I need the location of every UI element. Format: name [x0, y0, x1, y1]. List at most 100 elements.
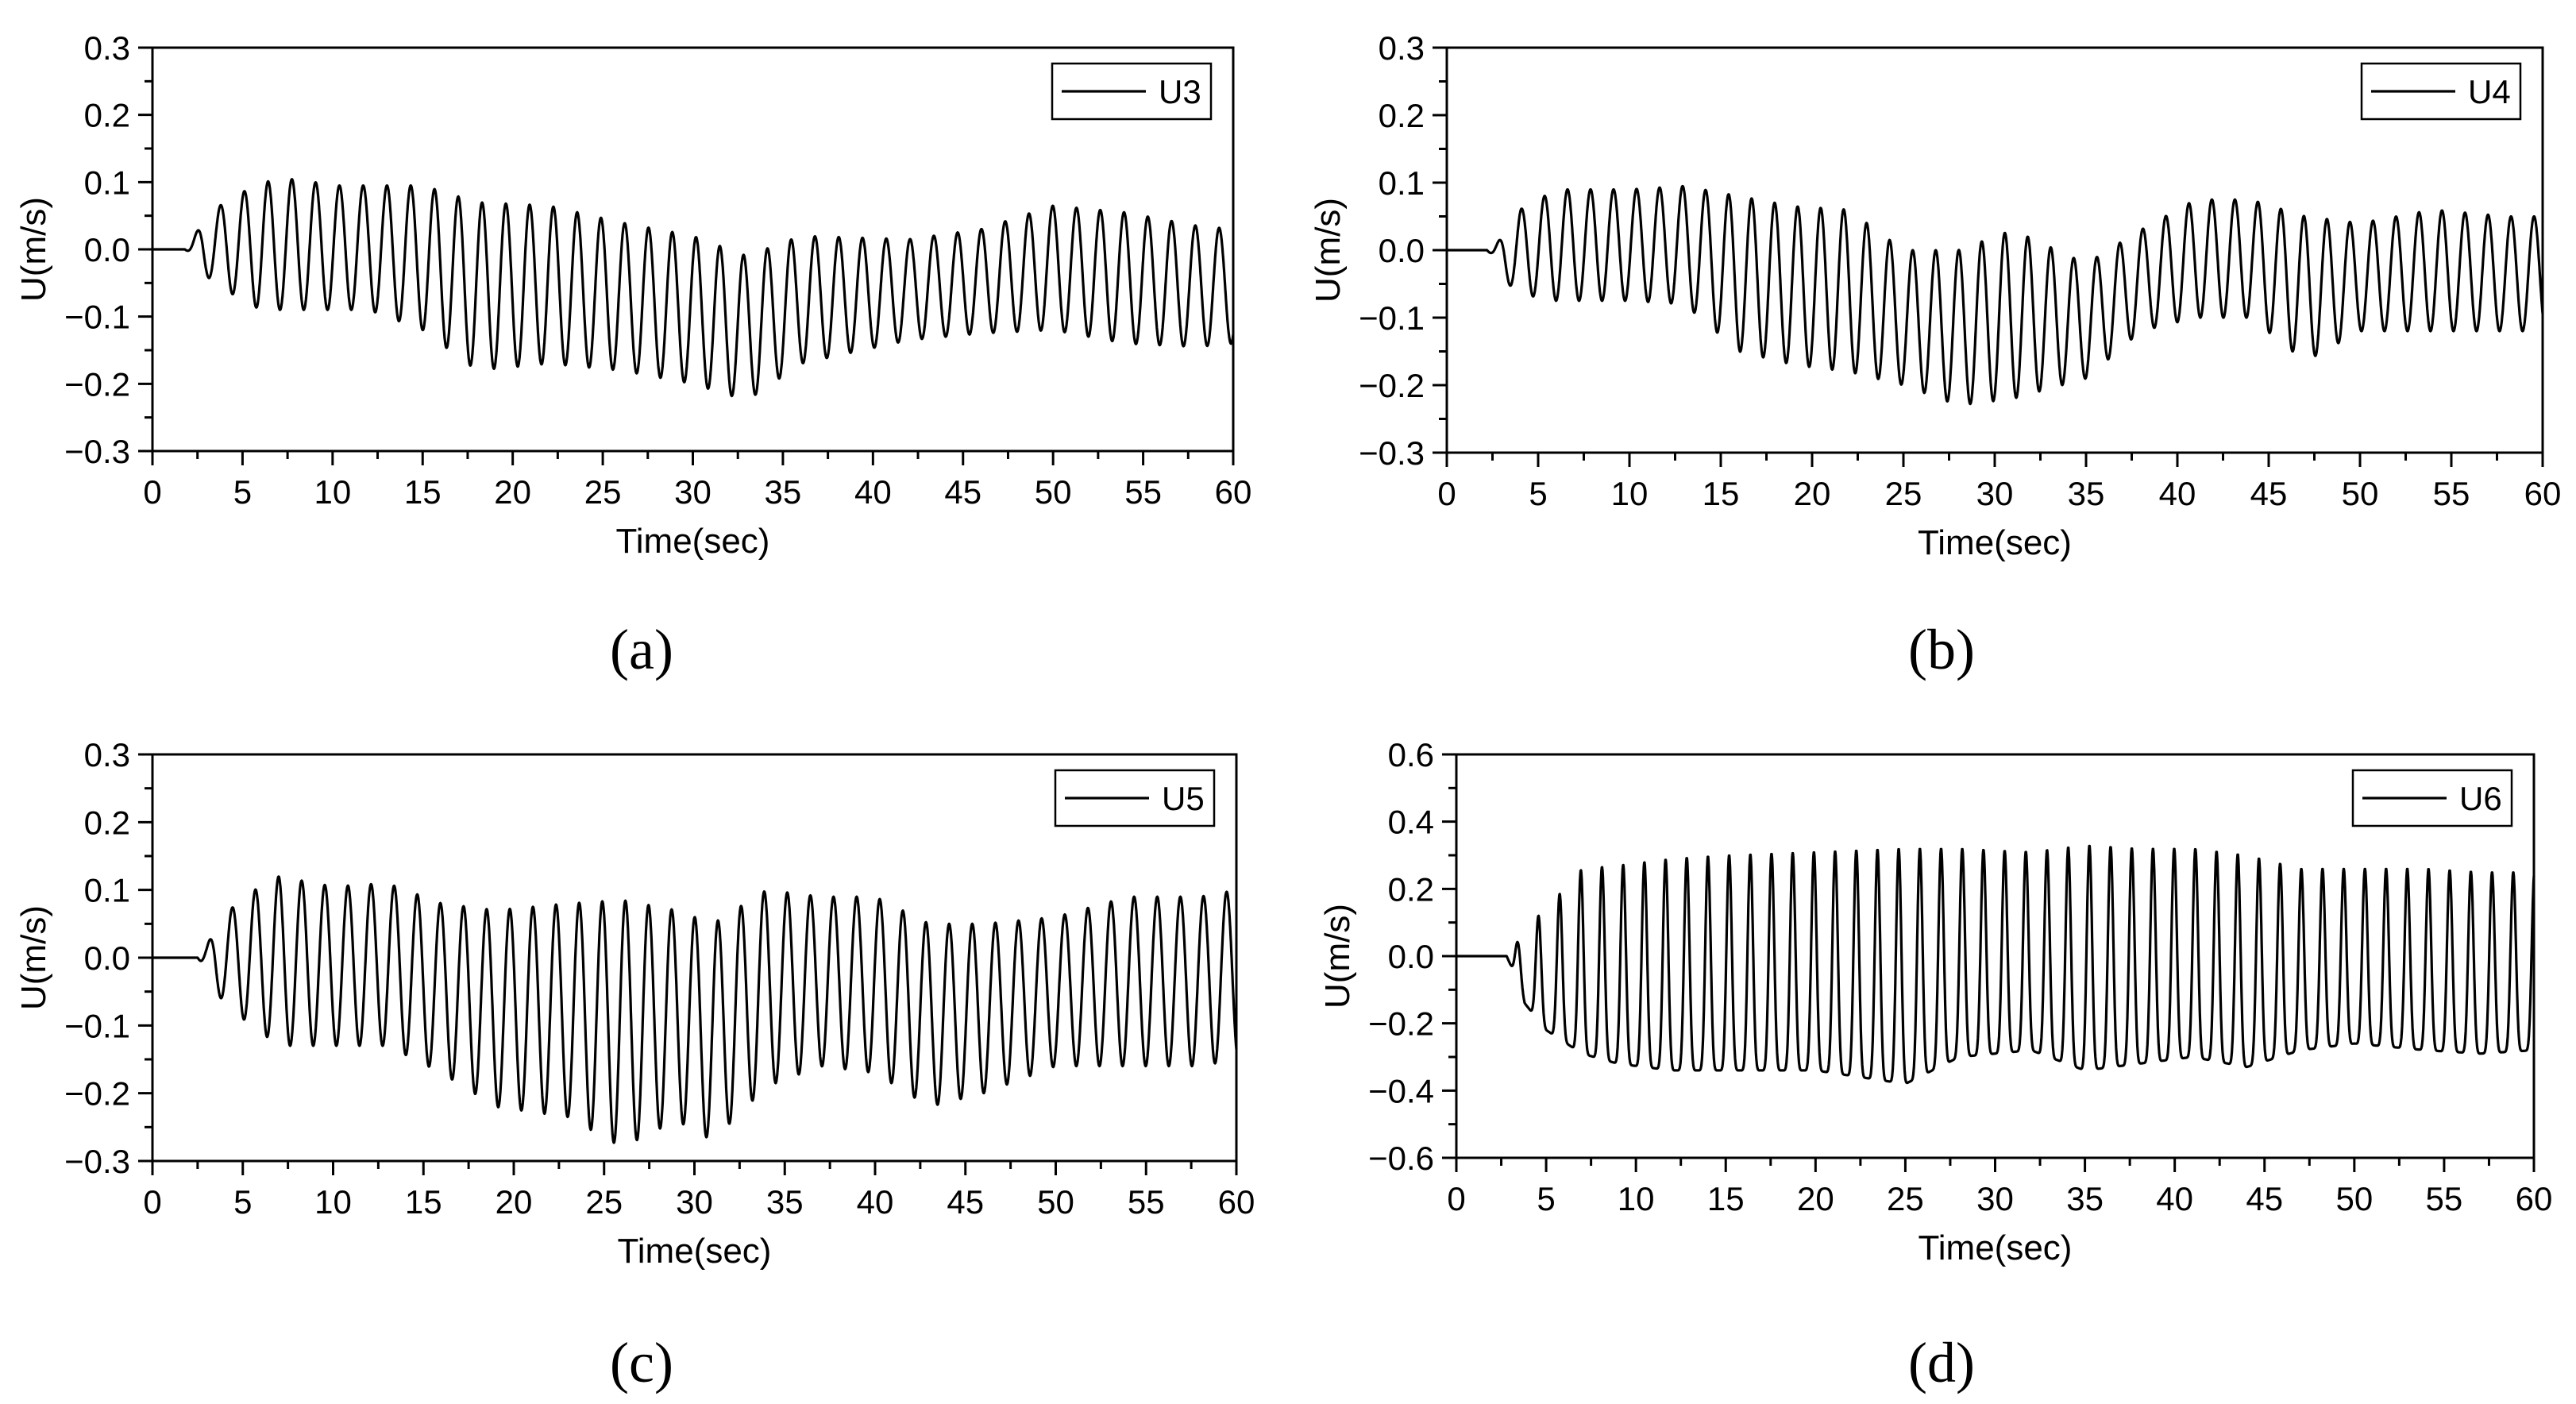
- x-tick-label: 10: [314, 473, 351, 511]
- series-line-U6: [1455, 844, 2536, 1085]
- y-tick-label: −0.3: [64, 1143, 130, 1180]
- x-tick-label: 25: [585, 1183, 623, 1221]
- legend-label: U4: [2468, 73, 2511, 110]
- x-tick-label: 35: [2066, 1180, 2104, 1217]
- y-tick-label: −0.1: [1359, 299, 1425, 337]
- x-tick-label: 0: [1447, 1180, 1465, 1217]
- x-tick-label: 40: [854, 473, 892, 511]
- x-tick-label: 5: [233, 1183, 252, 1221]
- series-line-U4: [1445, 184, 2544, 406]
- y-tick-label: 0.1: [1379, 164, 1425, 202]
- panel-caption: (b): [1908, 618, 1975, 681]
- x-tick-label: 55: [2426, 1180, 2463, 1217]
- panel-b: (b) 0 5 10 15 20 25 30 35 40 45 50 55 60 −0.3 −0.2 −0.1…: [1309, 29, 2561, 681]
- panel-caption: (c): [610, 1331, 673, 1394]
- x-tick-label: 45: [2250, 475, 2288, 512]
- x-tick-label: 25: [1885, 475, 1922, 512]
- x-tick-label: 40: [2159, 475, 2196, 512]
- legend-label: U3: [1159, 73, 1201, 110]
- x-tick-label: 20: [1797, 1180, 1834, 1217]
- legend-label: U5: [1162, 780, 1205, 817]
- x-tick-label: 20: [1794, 475, 1831, 512]
- x-tick-label: 30: [1976, 475, 2014, 512]
- x-tick-label: 25: [1887, 1180, 1924, 1217]
- x-tick-label: 5: [233, 473, 252, 511]
- x-tick-label: 35: [766, 1183, 804, 1221]
- x-tick-label: 30: [1976, 1180, 2014, 1217]
- legend-label: U6: [2459, 780, 2502, 817]
- y-tick-label: 0.6: [1388, 736, 1434, 773]
- y-tick-label: 0.4: [1388, 804, 1434, 841]
- x-tick-label: 50: [1037, 1183, 1074, 1221]
- y-tick-label: 0.0: [84, 231, 130, 268]
- x-tick-label: 50: [2342, 475, 2379, 512]
- y-tick-label: 0.3: [84, 29, 130, 67]
- x-tick-label: 55: [1128, 1183, 1165, 1221]
- x-tick-label: 35: [765, 473, 802, 511]
- x-tick-label: 0: [143, 1183, 161, 1221]
- y-tick-label: −0.1: [64, 1007, 130, 1044]
- x-tick-label: 10: [1618, 1180, 1655, 1217]
- y-tick-label: 0.0: [84, 939, 130, 977]
- x-tick-label: 0: [1437, 475, 1456, 512]
- panel-caption: (a): [610, 618, 673, 681]
- x-tick-label: 40: [857, 1183, 894, 1221]
- x-tick-label: 50: [2335, 1180, 2373, 1217]
- y-tick-label: 0.2: [84, 97, 130, 134]
- x-tick-label: 45: [947, 1183, 984, 1221]
- x-tick-label: 35: [2068, 475, 2105, 512]
- x-axis-title: Time(sec): [1919, 1228, 2073, 1267]
- x-tick-label: 15: [1703, 475, 1740, 512]
- y-tick-label: −0.2: [64, 1075, 130, 1113]
- x-tick-label: 45: [2246, 1180, 2283, 1217]
- x-tick-label: 40: [2156, 1180, 2193, 1217]
- y-tick-label: 0.1: [84, 872, 130, 909]
- x-tick-label: 20: [494, 473, 531, 511]
- y-tick-label: 0.3: [1379, 29, 1425, 67]
- series-line-U5: [151, 875, 1238, 1144]
- x-tick-label: 15: [405, 1183, 442, 1221]
- x-tick-label: 30: [674, 473, 711, 511]
- y-tick-label: 0.2: [1379, 97, 1425, 134]
- y-axis-title: U(m/s): [1309, 198, 1348, 303]
- y-tick-label: −0.2: [1368, 1005, 1434, 1043]
- y-tick-label: 0.3: [84, 736, 130, 773]
- x-tick-label: 55: [1124, 473, 1162, 511]
- x-tick-label: 15: [404, 473, 442, 511]
- y-tick-label: −0.1: [64, 299, 130, 336]
- x-tick-label: 45: [944, 473, 981, 511]
- panel-caption: (d): [1908, 1331, 1975, 1394]
- y-tick-label: 0.0: [1388, 938, 1434, 975]
- y-tick-label: 0.1: [84, 164, 130, 201]
- y-tick-label: 0.0: [1379, 232, 1425, 269]
- y-tick-label: −0.4: [1368, 1072, 1434, 1109]
- y-tick-label: −0.2: [1359, 367, 1425, 404]
- x-axis-title: Time(sec): [1918, 523, 2072, 562]
- x-tick-label: 60: [2524, 475, 2562, 512]
- x-tick-label: 50: [1035, 473, 1072, 511]
- y-tick-label: −0.2: [64, 365, 130, 403]
- panel-c: (c) 0 5 10 15 20 25 30 35 40 45 50 55 60 −0.3 −0.2 −0.1…: [14, 736, 1255, 1394]
- y-tick-label: 0.2: [84, 804, 130, 841]
- x-tick-label: 15: [1707, 1180, 1745, 1217]
- y-axis-title: U(m/s): [14, 197, 53, 302]
- x-axis-title: Time(sec): [616, 522, 770, 561]
- panel-d: (d) 0 5 10 15 20 25 30 35 40 45 50 55 60 −0.6 −0.4 −0.2…: [1318, 736, 2552, 1394]
- x-axis-title: Time(sec): [618, 1232, 772, 1271]
- y-tick-label: 0.2: [1388, 870, 1434, 908]
- y-tick-label: −0.3: [1359, 434, 1425, 472]
- x-tick-label: 55: [2433, 475, 2470, 512]
- y-axis-title: U(m/s): [14, 905, 53, 1010]
- x-tick-label: 60: [1215, 473, 1252, 511]
- x-tick-label: 30: [676, 1183, 713, 1221]
- y-axis-title: U(m/s): [1318, 904, 1357, 1009]
- x-tick-label: 5: [1529, 475, 1547, 512]
- x-tick-label: 10: [1611, 475, 1649, 512]
- x-tick-label: 10: [314, 1183, 352, 1221]
- x-tick-label: 5: [1537, 1180, 1555, 1217]
- x-tick-label: 20: [496, 1183, 533, 1221]
- x-tick-label: 25: [584, 473, 622, 511]
- y-tick-label: −0.6: [1368, 1140, 1434, 1177]
- x-tick-label: 0: [143, 473, 161, 511]
